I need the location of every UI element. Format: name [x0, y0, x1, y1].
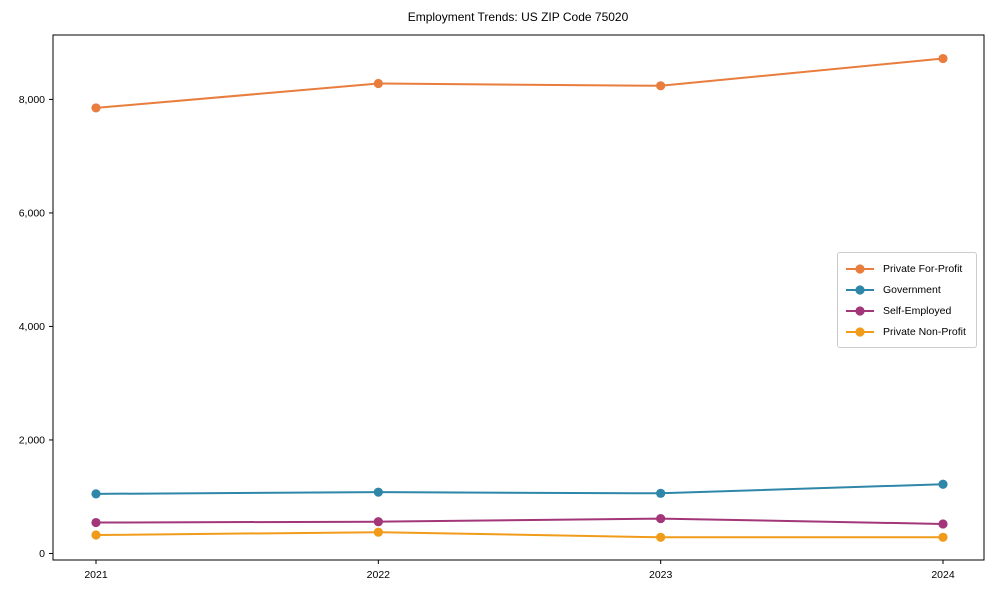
data-point-marker: [938, 532, 948, 542]
y-tick-label: 2,000: [19, 435, 45, 447]
data-point-marker: [656, 532, 666, 542]
data-point-marker: [656, 488, 666, 498]
legend-item: Self-Employed: [845, 300, 970, 321]
x-tick-label: 2021: [84, 569, 108, 581]
legend-label: Private For-Profit: [883, 262, 963, 275]
legend-item: Private Non-Profit: [845, 321, 970, 342]
series-line: [95, 531, 943, 539]
legend-item: Government: [845, 279, 970, 300]
legend-marker-line-icon: [846, 284, 874, 295]
data-point-marker: [656, 81, 666, 91]
legend-marker-line-icon: [846, 326, 874, 337]
y-tick-label: 8,000: [19, 94, 45, 106]
data-point-marker: [373, 527, 383, 537]
y-tick-label: 6,000: [19, 208, 45, 220]
series-line: [95, 483, 944, 495]
data-point-marker: [373, 78, 383, 89]
legend: Private For-Profit Government Self-Emplo…: [837, 252, 977, 348]
plot-border: [52, 34, 985, 561]
legend-dot: [855, 326, 865, 337]
x-tick-label: 2024: [931, 569, 955, 581]
data-point-marker: [91, 489, 101, 499]
y-tick-label: 4,000: [19, 321, 45, 333]
data-point-marker: [373, 487, 383, 497]
data-point-marker: [938, 53, 948, 64]
legend-dot: [855, 305, 865, 316]
legend-dot: [855, 284, 865, 295]
data-point-marker: [91, 103, 101, 113]
series-line: [95, 57, 944, 109]
data-point-marker: [373, 517, 383, 527]
legend-label: Government: [883, 283, 941, 296]
data-point-marker: [91, 530, 101, 540]
legend-label: Private Non-Profit: [883, 325, 966, 338]
data-point-marker: [938, 519, 948, 529]
legend-marker-line-icon: [846, 305, 874, 316]
x-tick-label: 2023: [649, 569, 673, 581]
legend-label: Self-Employed: [883, 304, 952, 317]
chart-title: Employment Trends: US ZIP Code 75020: [408, 10, 629, 24]
legend-item: Private For-Profit: [845, 258, 970, 279]
series-line: [95, 517, 944, 525]
data-point-marker: [91, 517, 101, 528]
data-point-marker: [656, 513, 666, 524]
x-tick-label: 2022: [367, 569, 391, 581]
y-tick-label: 0: [39, 548, 45, 560]
legend-dot: [855, 263, 865, 274]
plot-area: 0 2,000 4,000 6,000 8,000 2021 2022 2023 2024: [19, 34, 985, 581]
data-point-marker: [938, 479, 948, 489]
legend-marker-line-icon: [846, 263, 874, 274]
